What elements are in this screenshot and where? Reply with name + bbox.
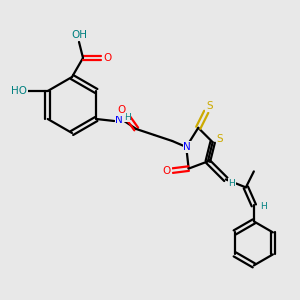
Text: H: H [229, 179, 235, 188]
Text: N: N [183, 142, 191, 152]
Text: S: S [216, 134, 223, 144]
Text: H: H [124, 112, 130, 122]
Text: HO: HO [11, 86, 27, 96]
Text: OH: OH [71, 30, 87, 40]
Text: O: O [117, 105, 125, 115]
Text: O: O [103, 53, 111, 63]
Text: S: S [206, 101, 213, 111]
Text: N: N [116, 115, 123, 125]
Text: O: O [163, 166, 171, 176]
Text: H: H [260, 202, 267, 211]
